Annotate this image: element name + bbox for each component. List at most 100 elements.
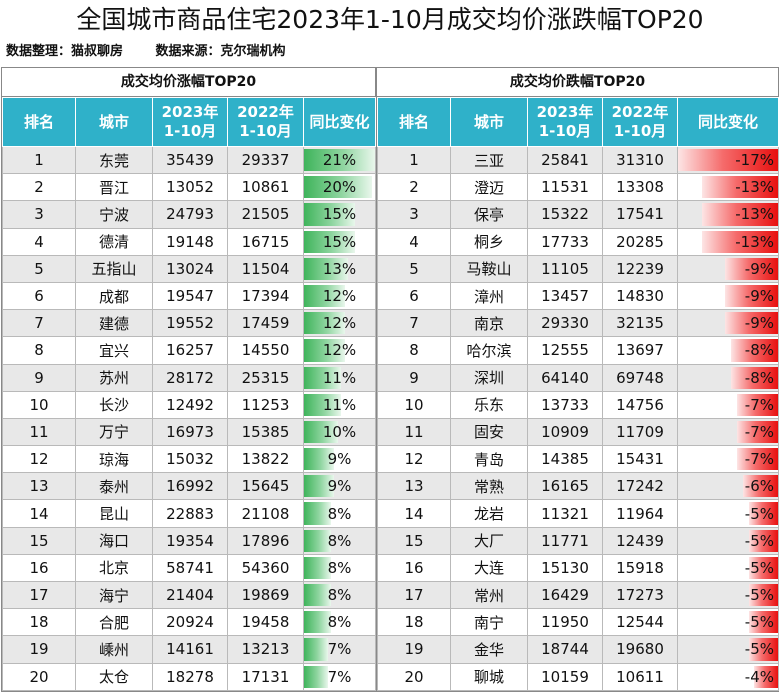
change-cell: -5% [677, 526, 779, 555]
gain-data-bar [304, 284, 345, 308]
gain-row: 2 晋江 13052 10861 20% [2, 173, 376, 202]
city-cell: 青岛 [450, 445, 528, 474]
price-2022-cell: 15385 [227, 417, 304, 447]
change-cell: 9% [303, 445, 376, 474]
rank-cell: 4 [377, 227, 451, 256]
gain-row: 7 建德 19552 17459 12% [2, 309, 376, 338]
price-2023-cell: 12492 [152, 390, 228, 419]
change-cell: -17% [677, 145, 779, 175]
gain-data-bar [304, 556, 332, 579]
gain-data-bar [304, 366, 342, 389]
price-2022-cell: 54360 [227, 553, 304, 583]
loss-data-bar [725, 257, 778, 280]
rank-cell: 16 [377, 553, 451, 583]
price-2023-cell: 13457 [527, 281, 603, 311]
compiled-by-note: 数据整理：猫叔聊房 [6, 44, 124, 59]
price-2022-cell: 11504 [227, 254, 304, 283]
price-2022-cell: 17541 [602, 200, 678, 229]
loss-data-bar [748, 502, 778, 525]
city-cell: 宜兴 [75, 336, 153, 365]
rank-cell: 10 [2, 390, 76, 419]
change-label: 8% [327, 586, 352, 605]
price-2022-cell: 19680 [602, 635, 678, 664]
price-2023-cell: 17733 [527, 227, 603, 256]
change-cell: -9% [677, 254, 779, 283]
rank-cell: 14 [2, 499, 76, 528]
gain-data-bar [304, 638, 328, 661]
price-2023-cell: 20924 [152, 608, 228, 637]
loss-row: 1 三亚 25841 31310 -17% [377, 145, 779, 175]
change-label: 15% [322, 205, 357, 224]
price-2022-cell: 11709 [602, 417, 678, 447]
price-2022-cell: 13308 [602, 173, 678, 202]
change-cell: 13% [303, 254, 376, 283]
change-cell: -5% [677, 499, 779, 528]
price-2023-cell: 11950 [527, 608, 603, 637]
city-cell: 东莞 [75, 145, 153, 175]
city-cell: 晋江 [75, 173, 153, 202]
gain-data-bar [304, 176, 372, 199]
city-cell: 澄迈 [450, 173, 528, 202]
gain-row: 5 五指山 13024 11504 13% [2, 254, 376, 283]
change-cell: -8% [677, 363, 779, 392]
city-cell: 南宁 [450, 608, 528, 637]
rank-cell: 16 [2, 553, 76, 583]
price-2023-cell: 19547 [152, 281, 228, 311]
price-2022-cell: 10861 [227, 173, 304, 202]
change-cell: 12% [303, 309, 376, 338]
rank-cell: 2 [2, 173, 76, 202]
change-label: -5% [744, 531, 774, 550]
loss-data-bar [736, 393, 778, 416]
rank-cell: 18 [2, 608, 76, 637]
rank-cell: 6 [377, 281, 451, 311]
change-cell: 15% [303, 227, 376, 256]
rank-cell: 1 [2, 145, 76, 175]
price-2022-cell: 12239 [602, 254, 678, 283]
change-label: -6% [744, 477, 774, 496]
change-cell: -8% [677, 336, 779, 365]
change-label: 21% [322, 151, 357, 170]
loss-row: 12 青岛 14385 15431 -7% [377, 445, 779, 474]
rank-cell: 7 [2, 309, 76, 338]
price-2023-cell: 16429 [527, 580, 603, 610]
change-cell: 20% [303, 173, 376, 202]
rank-cell: 9 [377, 363, 451, 392]
price-2022-cell: 21505 [227, 200, 304, 229]
change-label: -4% [744, 667, 774, 686]
city-header: 城市 [75, 97, 153, 147]
change-label: -5% [744, 586, 774, 605]
rank-cell: 11 [2, 417, 76, 447]
loss-data-bar [678, 149, 778, 172]
change-cell: -9% [677, 309, 779, 338]
city-cell: 北京 [75, 553, 153, 583]
gain-row: 4 德清 19148 16715 15% [2, 227, 376, 256]
price-2023-cell: 28172 [152, 363, 228, 392]
price-2023-cell: 64140 [527, 363, 603, 392]
change-cell: 9% [303, 472, 376, 501]
change-label: -9% [744, 287, 774, 306]
city-cell: 大连 [450, 553, 528, 583]
change-cell: -4% [677, 662, 779, 691]
loss-data-bar [748, 584, 778, 607]
price-2022-cell: 15645 [227, 472, 304, 501]
gain-data-bar [304, 665, 328, 688]
rank-cell: 3 [2, 200, 76, 229]
loss-row: 18 南宁 11950 12544 -5% [377, 608, 779, 637]
city-cell: 太仓 [75, 662, 153, 691]
gain-data-bar [304, 393, 342, 416]
change-label: 11% [322, 395, 357, 414]
change-label: -7% [744, 395, 774, 414]
price-2023-cell: 14161 [152, 635, 228, 664]
gain-row: 19 嵊州 14161 13213 7% [2, 635, 376, 664]
gain-data-bar [304, 257, 348, 280]
loss-data-bar [725, 284, 778, 308]
change-cell: -5% [677, 580, 779, 610]
city-cell: 嵊州 [75, 635, 153, 664]
rank-cell: 6 [2, 281, 76, 311]
city-cell: 海口 [75, 526, 153, 555]
loss-row: 16 大连 15130 15918 -5% [377, 553, 779, 583]
rank-cell: 18 [377, 608, 451, 637]
change-cell: -13% [677, 200, 779, 229]
change-label: 20% [322, 178, 357, 197]
city-cell: 琼海 [75, 445, 153, 474]
